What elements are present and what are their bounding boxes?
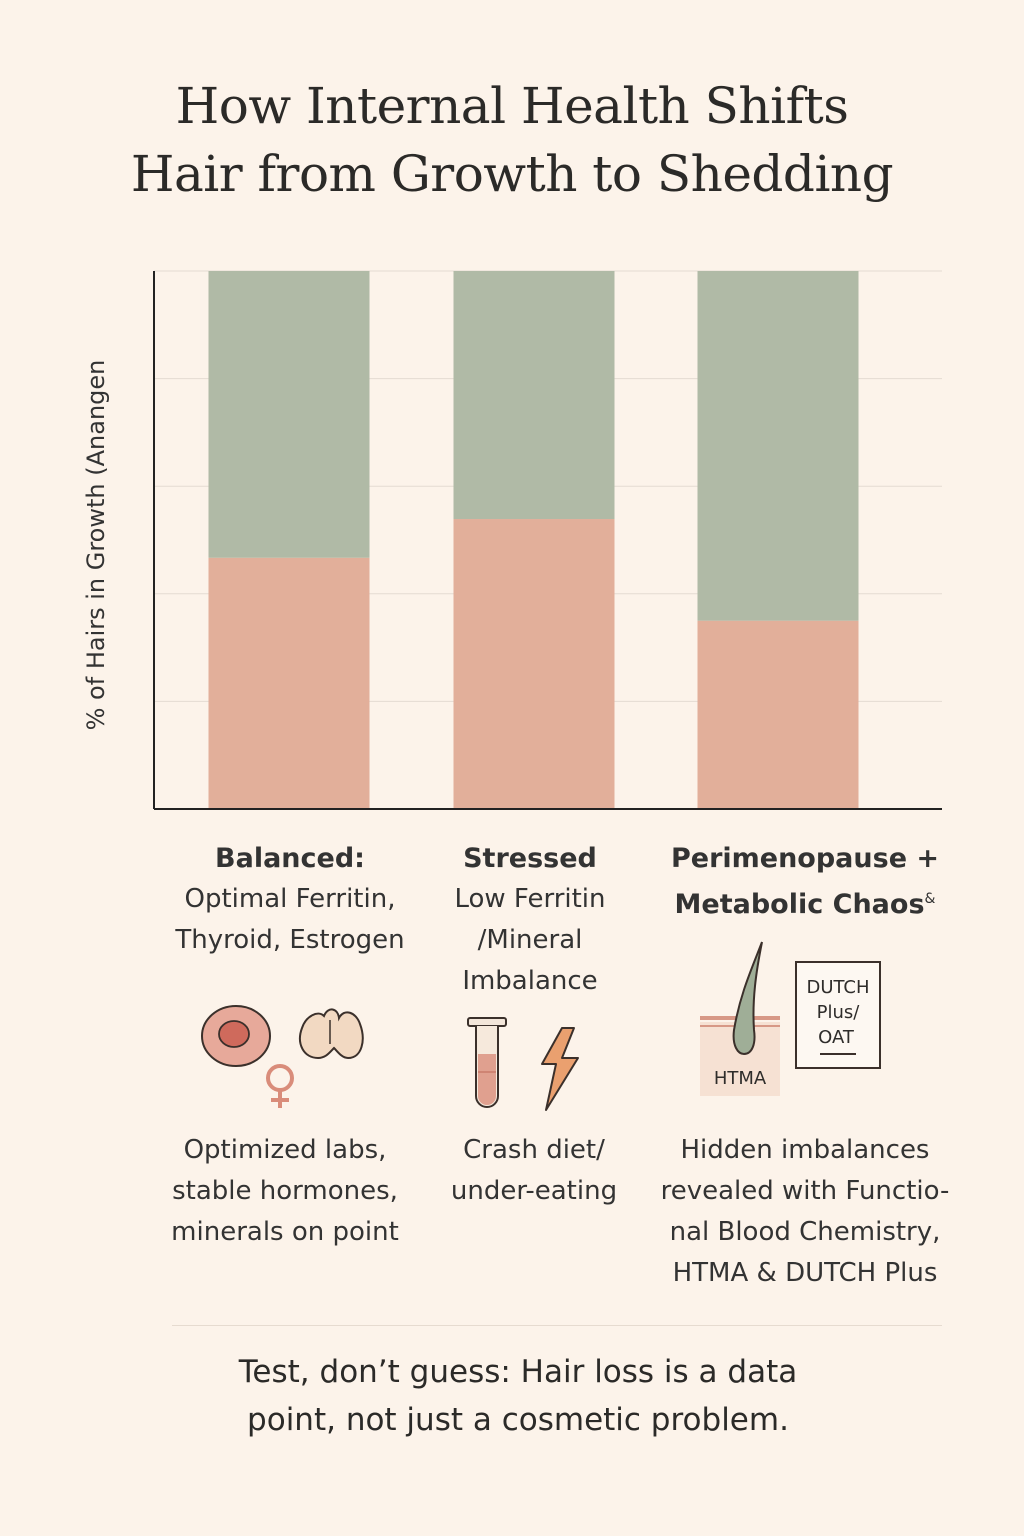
title-line-2: Hair from Growth to Shedding	[130, 145, 894, 203]
test-tube-icon	[467, 1017, 507, 1108]
description-balanced: Optimized labs, stable hormones, mineral…	[140, 1130, 430, 1253]
category-label-stressed: Stressed Low Ferritin /Mineral Imbalance	[420, 838, 640, 1002]
description-line: under-eating	[450, 1176, 618, 1206]
category-heading-chaos-text: Metabolic Chaos	[674, 889, 925, 920]
footer-line-2: point, not just a cosmetic problem.	[247, 1402, 789, 1438]
thyroid-icon	[299, 1008, 364, 1060]
description-chaos: Hidden imbalances revealed with Functio-…	[640, 1130, 970, 1294]
bar-segment-shedding	[697, 620, 859, 809]
title-line-1: How Internal Health Shifts	[175, 77, 849, 135]
category-line: Optimal Ferritin,	[184, 884, 396, 914]
category-heading-chaos-1: Perimenopause +	[670, 843, 940, 874]
description-line: minerals on point	[171, 1217, 399, 1247]
report-line-1: DUTCH	[806, 977, 869, 998]
stacked-bar-chart	[153, 270, 942, 810]
description-stressed: Crash diet/ under-eating	[420, 1130, 648, 1212]
bar-segment-growth	[697, 271, 859, 621]
description-line: nal Blood Chemistry,	[669, 1217, 941, 1247]
hair-follicle-icon: HTMA	[700, 941, 780, 1096]
category-label-chaos: Perimenopause + Metabolic Chaos&	[650, 838, 960, 925]
description-line: HTMA & DUTCH Plus	[672, 1258, 938, 1288]
description-line: Hidden imbalances	[680, 1135, 930, 1165]
female-symbol-icon	[266, 1064, 294, 1108]
footer-takeaway: Test, don’t guess: Hair loss is a data p…	[0, 1348, 1024, 1444]
bar-segment-shedding	[453, 519, 615, 809]
description-line: stable hormones,	[172, 1176, 398, 1206]
category-heading-chaos-2: Metabolic Chaos&	[650, 879, 960, 925]
description-line: Optimized labs,	[183, 1135, 387, 1165]
lab-report-icon: DUTCH Plus/ OAT	[795, 961, 881, 1069]
description-line: revealed with Functio-	[660, 1176, 950, 1206]
category-line: Imbalance	[462, 966, 598, 996]
balanced-icons	[201, 1005, 364, 1108]
stressed-icons	[467, 1017, 579, 1111]
category-line: Low Ferritin	[454, 884, 606, 914]
lightning-bolt-icon	[541, 1027, 579, 1111]
bar-segment-shedding	[208, 557, 370, 809]
chaos-icons: HTMA DUTCH Plus/ OAT	[700, 941, 881, 1096]
category-heading-stressed: Stressed	[463, 843, 597, 874]
footer-line-1: Test, don’t guess: Hair loss is a data	[238, 1354, 798, 1390]
bar-segment-growth	[453, 271, 615, 520]
category-label-balanced: Balanced: Optimal Ferritin, Thyroid, Est…	[150, 838, 430, 961]
category-heading-suffix: &	[924, 891, 936, 907]
chart-title: How Internal Health Shifts Hair from Gro…	[0, 72, 1024, 208]
report-line-3: OAT	[818, 1027, 855, 1048]
report-line-2: Plus/	[817, 1002, 861, 1023]
htma-label: HTMA	[714, 1068, 767, 1089]
category-line: /Mineral	[477, 925, 583, 955]
category-heading-balanced: Balanced:	[215, 843, 365, 874]
category-line: Thyroid, Estrogen	[175, 925, 405, 955]
description-line: Crash diet/	[463, 1135, 605, 1165]
red-blood-cell-icon	[201, 1005, 271, 1067]
footer-divider	[172, 1325, 942, 1326]
bar-segment-growth	[208, 271, 370, 558]
